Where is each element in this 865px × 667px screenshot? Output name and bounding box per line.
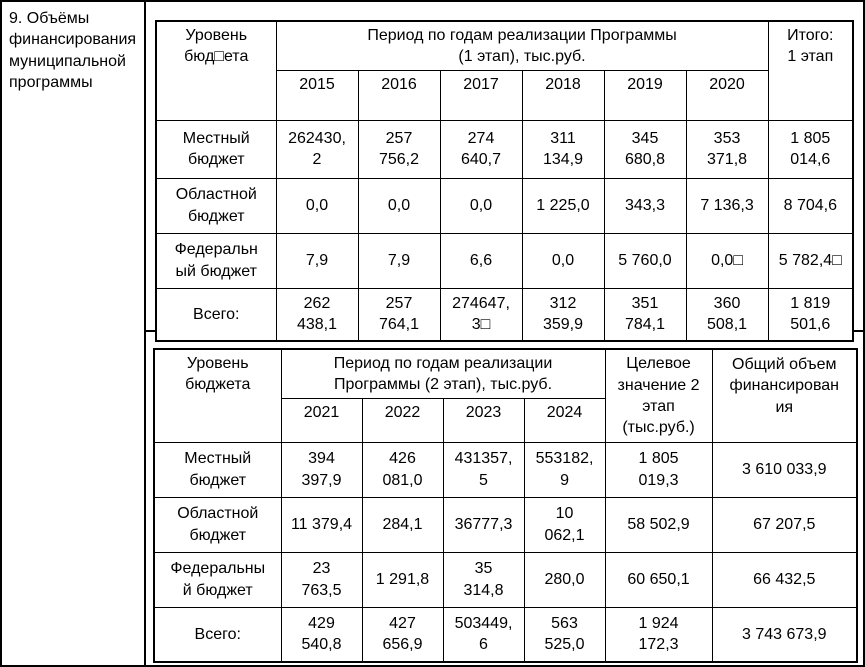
value-cell: 11 379,4 — [280, 496, 363, 553]
value-cell: 284,1 — [361, 496, 444, 553]
value-cell: 353 371,8 — [685, 119, 769, 179]
tables-area: Уровень бюд□ета Период по годам реализац… — [146, 2, 863, 665]
value-cell: 262430,2 — [275, 119, 359, 179]
budget-level-header: Уровень бюджета — [153, 348, 282, 443]
value-cell: 394 397,9 — [280, 441, 363, 498]
table-year-row: 2021 2022 2023 2024 — [154, 397, 857, 443]
row-label: Всего: — [153, 606, 282, 663]
value-cell: 0,0□ — [685, 232, 769, 289]
value-cell: 36777,3 — [442, 496, 525, 553]
value-cell: 503449,6 — [442, 606, 525, 663]
stage2-target-header: Целевое значение 2 этап (тыс.руб.) — [604, 348, 713, 443]
grand-total-cell: 3 610 033,9 — [711, 441, 858, 498]
value-cell: 7,9 — [275, 232, 359, 289]
value-cell: 274647,3□ — [439, 287, 523, 342]
value-cell: 274 640,7 — [439, 119, 523, 179]
target-value-cell: 58 502,9 — [604, 496, 713, 553]
value-cell: 1 225,0 — [521, 177, 605, 234]
table-row: Всего: 262 438,1 257 764,1 274647,3□ 312 359… — [155, 287, 854, 342]
budget-level-header: Уровень бюд□ета — [155, 20, 277, 121]
stage1-total-header: Итого: 1 этап — [767, 20, 854, 121]
value-cell: 280,0 — [523, 551, 606, 608]
period-stage1-header: Период по годам реализации Программы (1 … — [275, 20, 769, 71]
year-header: 2016 — [357, 69, 441, 121]
value-cell: 0,0 — [439, 177, 523, 234]
grand-total-header: Общий объем финансирования — [711, 348, 858, 443]
year-header: 2015 — [275, 69, 359, 121]
year-header: 2024 — [523, 397, 606, 443]
value-cell: 429 540,8 — [280, 606, 363, 663]
table-year-row: 2015 2016 2017 2018 2019 2020 — [156, 69, 853, 121]
grand-total-cell: 66 432,5 — [711, 551, 858, 608]
row-label: Федеральный бюджет — [153, 551, 282, 608]
stage1-financing-table: Уровень бюд□ета Период по годам реализац… — [155, 20, 855, 343]
table-row: Местный бюджет 394 397,9 426 081,0 431357,5… — [153, 441, 858, 498]
year-header: 2018 — [521, 69, 605, 121]
value-cell: 426 081,0 — [361, 441, 444, 498]
value-cell: 0,0 — [357, 177, 441, 234]
period-stage2-header: Период по годам реализации Программы (2 … — [280, 348, 606, 399]
value-cell: 427 656,9 — [361, 606, 444, 663]
value-cell: 345 680,8 — [603, 119, 687, 179]
value-cell: 1 291,8 — [361, 551, 444, 608]
row-label: Местный бюджет — [153, 441, 282, 498]
stage2-row: Уровень бюджета Период по годам реализац… — [146, 332, 863, 665]
year-header: 2017 — [439, 69, 523, 121]
value-cell: 23 763,5 — [280, 551, 363, 608]
value-cell: 257 764,1 — [357, 287, 441, 342]
stage-total-cell: 1 819 501,6 — [767, 287, 854, 342]
stage2-table-body: Местный бюджет 394 397,9 426 081,0 431357,5… — [153, 441, 858, 663]
stage1-table-body: Местный бюджет 262430,2 257 756,2 274 640,7… — [155, 119, 854, 342]
target-value-cell: 1 924 172,3 — [604, 606, 713, 663]
stage2-financing-table: Уровень бюджета Период по годам реализац… — [153, 348, 859, 664]
row-label: Областной бюджет — [155, 177, 277, 234]
grand-total-cell: 3 743 673,9 — [711, 606, 858, 663]
stage-total-cell: 1 805 014,6 — [767, 119, 854, 179]
stage-total-cell: 5 782,4□ — [767, 232, 854, 289]
value-cell: 0,0 — [521, 232, 605, 289]
year-header: 2021 — [280, 397, 363, 443]
table-row: Областной бюджет 11 379,4 284,1 36777,3 10 0… — [153, 496, 858, 553]
value-cell: 7 136,3 — [685, 177, 769, 234]
row-label: Всего: — [155, 287, 277, 342]
row-label: Местный бюджет — [155, 119, 277, 179]
value-cell: 351 784,1 — [603, 287, 687, 342]
row-label: Федеральный бюджет — [155, 232, 277, 289]
table-row: Областной бюджет 0,0 0,0 0,0 1 225,0 343,3 7 1… — [155, 177, 854, 234]
value-cell: 431357,5 — [442, 441, 525, 498]
table-header-row: Уровень бюд□ета Период по годам реализац… — [155, 20, 854, 121]
value-cell: 262 438,1 — [275, 287, 359, 342]
value-cell: 6,6 — [439, 232, 523, 289]
table-row: Федеральный бюджет 7,9 7,9 6,6 0,0 5 760,0 0,0… — [155, 232, 854, 289]
stage-total-cell: 8 704,6 — [767, 177, 854, 234]
year-header: 2020 — [685, 69, 769, 121]
value-cell: 563 525,0 — [523, 606, 606, 663]
target-value-cell: 1 805 019,3 — [604, 441, 713, 498]
row-label: Областной бюджет — [153, 496, 282, 553]
table-row: Всего: 429 540,8 427 656,9 503449,6 563 525,… — [153, 606, 858, 663]
value-cell: 343,3 — [603, 177, 687, 234]
table-row: Местный бюджет 262430,2 257 756,2 274 640,7… — [155, 119, 854, 179]
value-cell: 360 508,1 — [685, 287, 769, 342]
value-cell: 311 134,9 — [521, 119, 605, 179]
section-title: 9. Объёмы финансирования муниципальной п… — [2, 2, 146, 665]
value-cell: 257 756,2 — [357, 119, 441, 179]
value-cell: 10 062,1 — [523, 496, 606, 553]
value-cell: 312 359,9 — [521, 287, 605, 342]
grand-total-cell: 67 207,5 — [711, 496, 858, 553]
year-header: 2022 — [361, 397, 444, 443]
value-cell: 0,0 — [275, 177, 359, 234]
value-cell: 7,9 — [357, 232, 441, 289]
year-header: 2023 — [442, 397, 525, 443]
target-value-cell: 60 650,1 — [604, 551, 713, 608]
stage1-row: Уровень бюд□ета Период по годам реализац… — [146, 2, 863, 343]
year-header: 2019 — [603, 69, 687, 121]
value-cell: 5 760,0 — [603, 232, 687, 289]
value-cell: 35 314,8 — [442, 551, 525, 608]
value-cell: 553182,9 — [523, 441, 606, 498]
table-header-row: Уровень бюджета Период по годам реализац… — [153, 348, 858, 443]
table-row: Федеральный бюджет 23 763,5 1 291,8 35 314,… — [153, 551, 858, 608]
